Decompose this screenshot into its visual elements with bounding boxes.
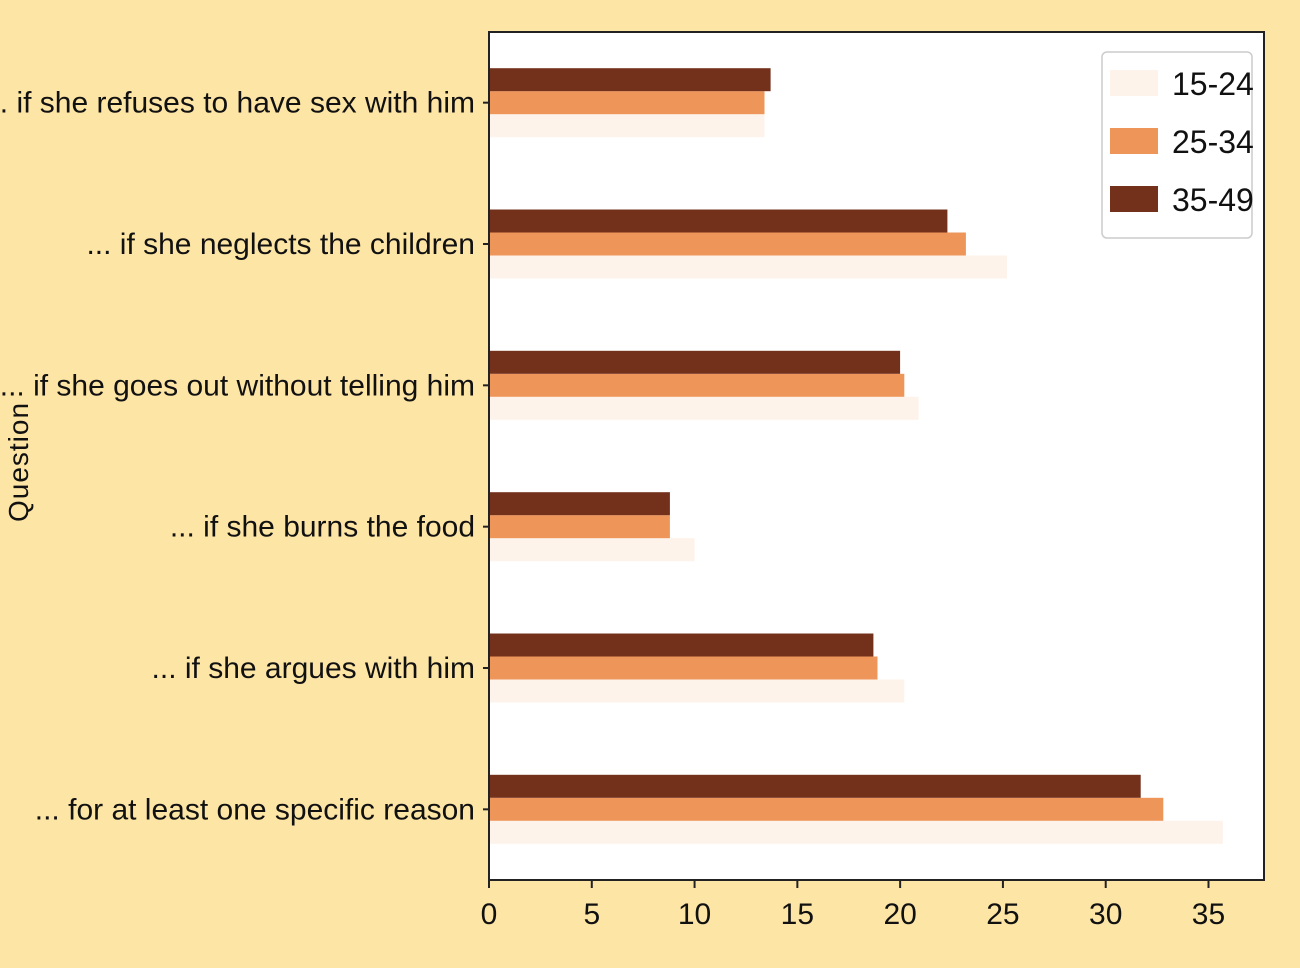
x-axis-ticks: 0 5 10 15 20 25 30 35 bbox=[481, 880, 1225, 931]
legend-label-35-49: 35-49 bbox=[1172, 182, 1254, 218]
bar-15-24-5 bbox=[489, 820, 1223, 844]
x-tick-label: 30 bbox=[1089, 898, 1122, 931]
bar-25-34-3 bbox=[489, 515, 670, 539]
category-label: ... for at least one specific reason bbox=[35, 793, 475, 826]
category-label: ... if she argues with him bbox=[152, 652, 475, 685]
category-label: ... if she neglects the children bbox=[86, 228, 475, 261]
x-tick-label: 35 bbox=[1192, 898, 1225, 931]
bars-group bbox=[489, 68, 1223, 844]
legend: 15-24 25-34 35-49 bbox=[1101, 51, 1254, 239]
legend-swatch-25-34 bbox=[1110, 128, 1158, 154]
category-label: ... if she goes out without telling him bbox=[0, 369, 475, 402]
legend-label-25-34: 25-34 bbox=[1172, 124, 1254, 160]
bar-15-24-0 bbox=[489, 114, 765, 138]
category-labels: ... if she refuses to have sex with him.… bbox=[0, 87, 489, 826]
legend-swatch-15-24 bbox=[1110, 70, 1158, 96]
x-tick-label: 10 bbox=[678, 898, 711, 931]
legend-label-15-24: 15-24 bbox=[1172, 66, 1254, 102]
category-label: ... if she refuses to have sex with him bbox=[0, 87, 475, 120]
bar-25-34-4 bbox=[489, 656, 878, 680]
x-tick-label: 15 bbox=[781, 898, 814, 931]
bar-15-24-2 bbox=[489, 396, 919, 420]
category-label: ... if she burns the food bbox=[170, 511, 475, 544]
bar-25-34-2 bbox=[489, 373, 905, 397]
bar-35-49-5 bbox=[489, 774, 1141, 798]
bar-25-34-1 bbox=[489, 232, 966, 256]
x-tick-label: 20 bbox=[883, 898, 916, 931]
bar-35-49-4 bbox=[489, 633, 874, 657]
bar-15-24-1 bbox=[489, 255, 1007, 279]
bar-35-49-0 bbox=[489, 68, 771, 92]
bar-15-24-3 bbox=[489, 538, 695, 562]
bar-35-49-1 bbox=[489, 209, 948, 233]
y-axis-label: Question bbox=[3, 402, 34, 522]
x-tick-label: 5 bbox=[583, 898, 600, 931]
bar-15-24-4 bbox=[489, 679, 905, 703]
plot-frame bbox=[488, 31, 1265, 881]
bar-25-34-0 bbox=[489, 91, 765, 115]
x-tick-label: 25 bbox=[986, 898, 1019, 931]
x-tick-label: 0 bbox=[481, 898, 498, 931]
bar-25-34-5 bbox=[489, 797, 1164, 821]
legend-swatch-35-49 bbox=[1110, 186, 1158, 212]
bar-35-49-3 bbox=[489, 492, 670, 516]
bar-35-49-2 bbox=[489, 350, 901, 374]
